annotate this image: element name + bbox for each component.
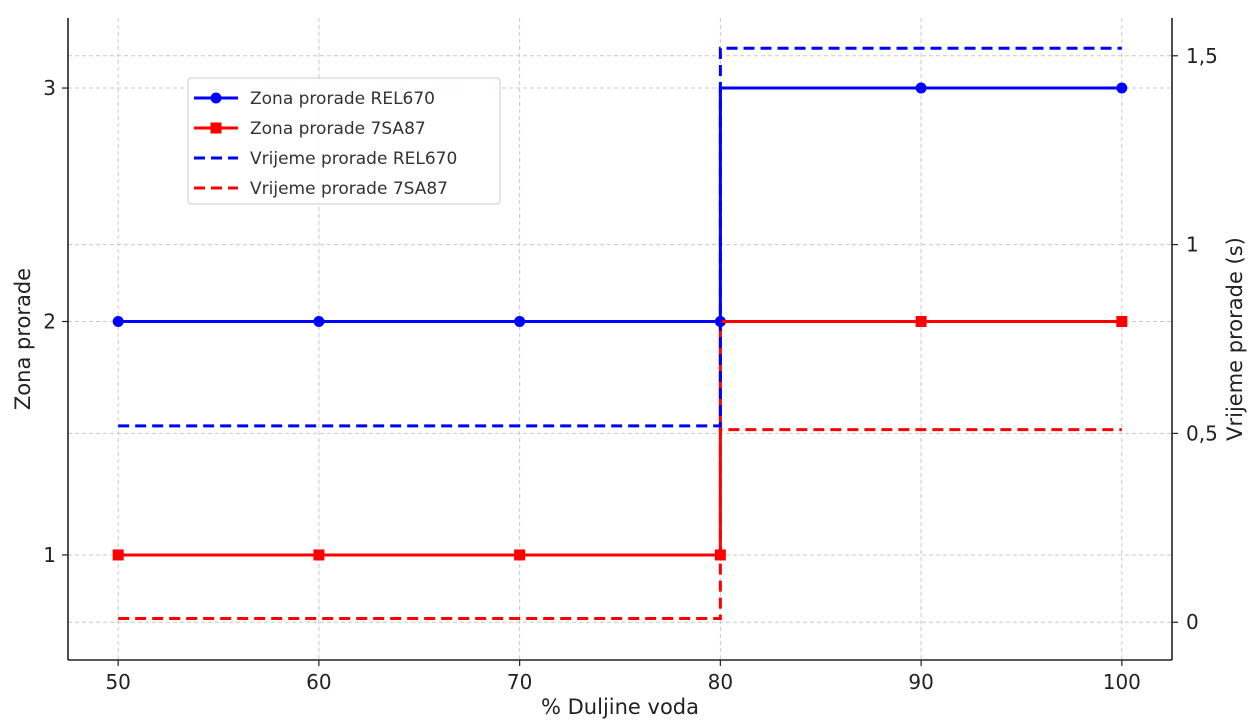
y-right-tick-label: 0,5 [1186,421,1218,445]
x-tick-label: 70 [507,670,532,694]
legend-label-zona-prorade-7sa87: Zona prorade 7SA87 [250,119,426,139]
y-right-tick-label: 1 [1186,233,1199,257]
data-point-zona-prorade-7sa87 [313,549,325,561]
series-line-vrijeme-prorade-7sa87 [118,428,1122,620]
data-point-zona-prorade-7sa87 [1116,315,1128,327]
legend-label-vrijeme-prorade-7sa87: Vrijeme prorade 7SA87 [250,179,448,199]
legend: Zona prorade REL670 Zona prorade 7SA87 Vri… [187,77,501,205]
data-point-zona-prorade-7sa87 [915,315,927,327]
x-tick-label: 90 [908,670,933,694]
legend-box [187,77,501,205]
data-point-zona-prorade-rel670 [112,315,124,327]
axes: 50 60 70 80 90 100 1 2 3 0 0,5 1 1,5 % Duljine voda Zo… [11,18,1247,719]
x-tick-label: 80 [708,670,733,694]
x-tick-label: 60 [306,670,331,694]
data-point-zona-prorade-rel670 [313,315,325,327]
legend-label-zona-prorade-rel670: Zona prorade REL670 [250,89,435,109]
series-line-vrijeme-prorade-rel670 [118,46,1122,428]
y-right-tick-label: 0 [1186,610,1199,634]
series-layer [112,46,1128,620]
y-left-tick-label: 2 [43,309,56,333]
data-point-zona-prorade-rel670 [1116,82,1128,94]
y-left-axis-title: Zona prorade [11,268,35,410]
data-point-zona-prorade-rel670 [915,82,927,94]
series-line-zona-prorade-7sa87 [118,319,1122,557]
data-point-zona-prorade-7sa87 [514,549,526,561]
y-right-axis-title: Vrijeme prorade (s) [1223,237,1247,441]
data-point-zona-prorade-rel670 [514,315,526,327]
x-tick-label: 100 [1103,670,1141,694]
x-axis-title: % Duljine voda [541,695,699,719]
legend-marker-zona-prorade-rel670 [210,92,222,104]
y-left-tick-label: 1 [43,543,56,567]
legend-marker-zona-prorade-7sa87 [210,122,222,134]
legend-label-vrijeme-prorade-rel670: Vrijeme prorade REL670 [250,149,457,169]
y-left-tick-label: 3 [43,76,56,100]
y-right-tick-label: 1,5 [1186,44,1218,68]
data-point-zona-prorade-7sa87 [112,549,124,561]
x-tick-label: 50 [105,670,130,694]
